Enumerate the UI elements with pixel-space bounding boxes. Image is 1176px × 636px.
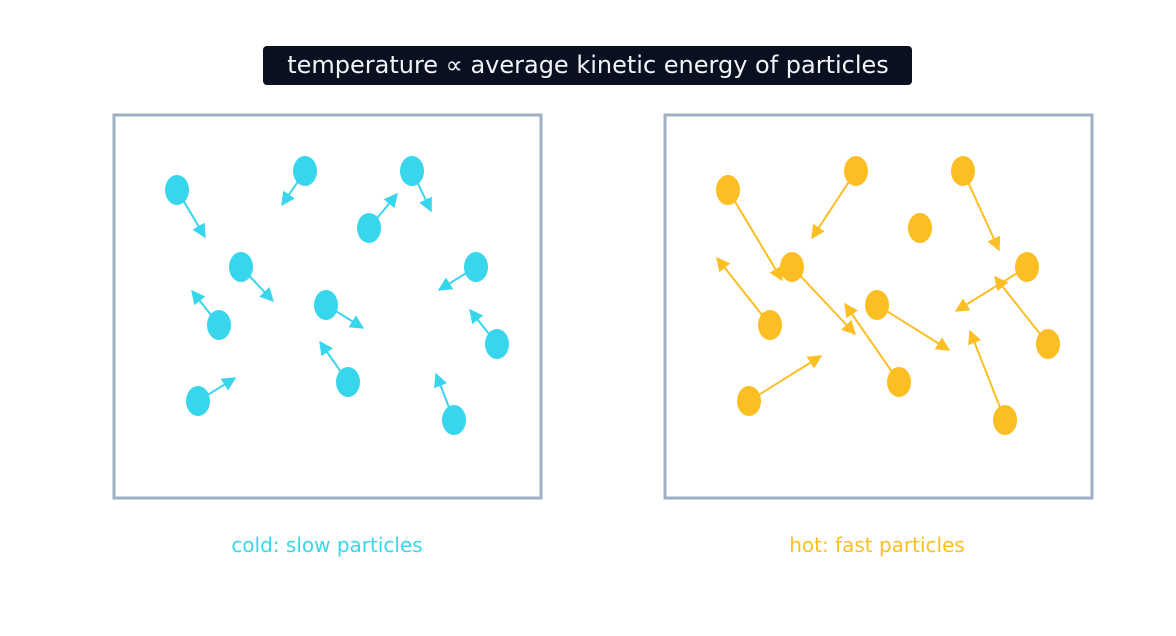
cold-velocity-arrow-12 xyxy=(434,372,451,410)
diagram-title: temperature ∝ average kinetic energy of … xyxy=(287,51,889,79)
cold-particle-5 xyxy=(229,252,253,282)
hot-particle-5 xyxy=(780,252,804,282)
hot-velocity-arrow-10 xyxy=(758,355,823,396)
cold-particle-12 xyxy=(442,405,466,435)
hot-velocity-arrow-9 xyxy=(994,275,1042,336)
cold-velocity-arrow-2 xyxy=(281,180,300,207)
cold-particle-11 xyxy=(336,367,360,397)
cold-particle-4 xyxy=(357,213,381,243)
hot-velocity-arrow-7 xyxy=(716,256,764,317)
hot-particle-9 xyxy=(1036,329,1060,359)
cold-velocity-arrow-11 xyxy=(319,340,342,373)
hot-particle-12 xyxy=(993,405,1017,435)
hot-particle-1 xyxy=(716,175,740,205)
cold-velocity-arrow-1 xyxy=(182,199,206,239)
hot-panel: hot: fast particles xyxy=(663,113,1094,557)
cold-velocity-arrow-9 xyxy=(469,308,491,336)
cold-particle-9 xyxy=(485,329,509,359)
hot-velocity-arrow-2 xyxy=(811,180,851,240)
hot-velocity-arrow-1 xyxy=(733,199,783,282)
cold-velocity-arrow-4 xyxy=(375,192,398,220)
cold-particle-1 xyxy=(165,175,189,205)
hot-particle-2 xyxy=(844,156,868,186)
title-banner: temperature ∝ average kinetic energy of … xyxy=(263,46,912,85)
cold-velocity-arrow-10 xyxy=(207,377,237,396)
hot-velocity-arrow-12 xyxy=(968,329,1002,410)
hot-particle-3 xyxy=(951,156,975,186)
hot-velocity-arrow-11 xyxy=(844,302,893,373)
cold-panel: cold: slow particles xyxy=(112,113,543,557)
hot-particle-7 xyxy=(758,310,782,340)
hot-particle-10 xyxy=(737,386,761,416)
cold-velocity-arrow-5 xyxy=(248,275,274,303)
cold-particle-3 xyxy=(400,156,424,186)
hot-particle-4 xyxy=(908,213,932,243)
cold-particle-8 xyxy=(314,290,338,320)
cold-panel-frame xyxy=(112,113,543,500)
hot-velocity-arrow-3 xyxy=(967,181,1001,252)
cold-particle-6 xyxy=(464,252,488,282)
hot-panel-caption: hot: fast particles xyxy=(789,533,965,557)
cold-particle-7 xyxy=(207,310,231,340)
hot-panel-frame xyxy=(663,113,1094,500)
hot-particle-6 xyxy=(1015,252,1039,282)
cold-particle-2 xyxy=(293,156,317,186)
hot-particle-8 xyxy=(865,290,889,320)
hot-velocity-arrow-5 xyxy=(799,275,856,336)
cold-particles-group xyxy=(165,156,509,435)
cold-panel-caption: cold: slow particles xyxy=(231,533,422,557)
cold-velocity-arrow-7 xyxy=(191,289,213,317)
cold-velocity-arrow-8 xyxy=(335,310,365,329)
cold-velocity-arrow-6 xyxy=(437,272,467,291)
title-background xyxy=(263,46,912,85)
hot-particles-group xyxy=(716,156,1060,435)
hot-velocity-arrow-8 xyxy=(886,310,951,351)
cold-velocity-arrow-3 xyxy=(416,181,432,213)
cold-particle-10 xyxy=(186,386,210,416)
hot-particle-11 xyxy=(887,367,911,397)
